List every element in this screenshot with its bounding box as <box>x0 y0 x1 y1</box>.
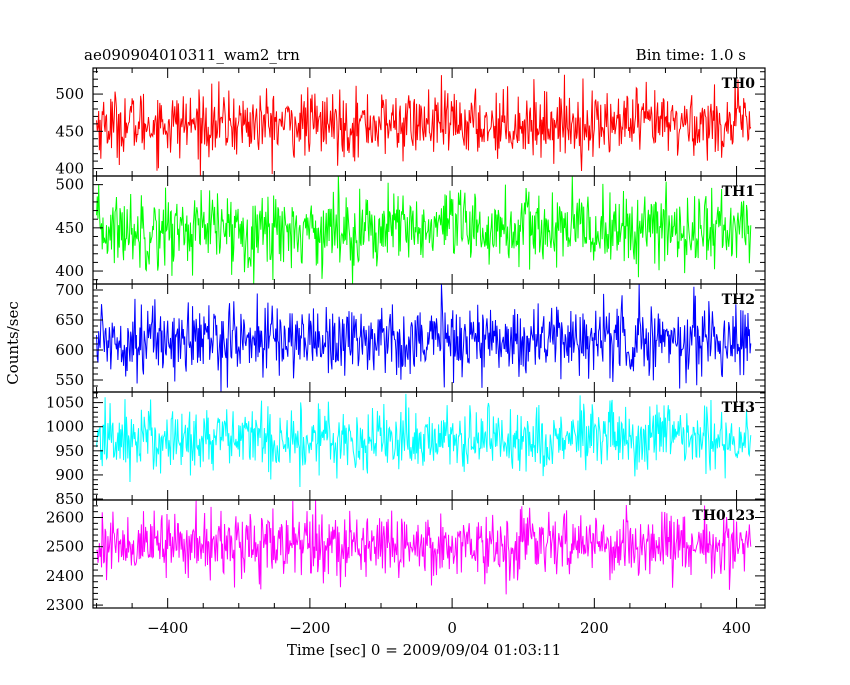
panel-th0: 400 450 500 TH0 <box>55 67 766 178</box>
panel-label-th1: TH1 <box>722 184 755 200</box>
y-tick-label: 400 <box>55 262 84 280</box>
y-axis-title: Counts/sec <box>4 301 22 385</box>
series-line-th2 <box>96 284 752 392</box>
y-tick-label: 500 <box>55 176 84 194</box>
y-tick-label: 450 <box>55 219 84 237</box>
y-tick-label: 2500 <box>46 538 84 556</box>
x-axis: −400 −200 0 200 400 <box>147 619 751 637</box>
x-tick-label: 0 <box>447 619 457 637</box>
y-tick-label: 450 <box>55 122 84 140</box>
chart-title: ae090904010311_wam2_trn <box>84 46 300 64</box>
y-tick-label: 400 <box>55 160 84 178</box>
series-line-th1 <box>96 176 752 284</box>
y-tick-label: 650 <box>55 311 84 329</box>
bin-time-label: Bin time: 1.0 s <box>636 46 746 64</box>
panel-label-th0123: TH0123 <box>692 508 755 524</box>
y-tick-label: 550 <box>55 371 84 389</box>
series-line-th0 <box>96 74 752 176</box>
x-tick-label: −400 <box>147 619 188 637</box>
y-tick-label: 1000 <box>46 418 84 436</box>
panels-group: 400 450 500 TH0 400 450 500 TH1 550 600 650 700 TH2 8… <box>46 67 766 614</box>
y-tick-label: 900 <box>55 466 84 484</box>
panel-label-th2: TH2 <box>722 292 755 308</box>
y-tick-label: 2300 <box>46 596 84 614</box>
panel-label-th0: TH0 <box>722 76 756 92</box>
y-tick-label: 2600 <box>46 509 84 527</box>
y-tick-label: 950 <box>55 442 84 460</box>
panel-th3: 850 900 950 1000 1050 TH3 <box>46 391 766 508</box>
y-tick-label: 700 <box>55 281 84 299</box>
x-tick-label: −200 <box>289 619 330 637</box>
x-tick-label: 400 <box>722 619 751 637</box>
y-tick-label: 2400 <box>46 567 84 585</box>
panel-th1: 400 450 500 TH1 <box>55 175 766 285</box>
y-tick-label: 1050 <box>46 394 84 412</box>
y-tick-label: 500 <box>55 85 84 103</box>
panel-th2: 550 600 650 700 TH2 <box>55 281 766 393</box>
panel-label-th3: TH3 <box>722 400 755 416</box>
panel-frame <box>92 499 766 609</box>
series-line-th3 <box>96 393 752 488</box>
y-tick-label: 600 <box>55 341 84 359</box>
x-tick-label: 200 <box>580 619 609 637</box>
x-axis-title: Time [sec] 0 = 2009/09/04 01:03:11 <box>287 641 561 659</box>
panel-th0123: 2300 2400 2500 2600 TH0123 <box>46 499 766 614</box>
y-tick-label: 850 <box>55 490 84 508</box>
series-line-th0123 <box>96 500 752 595</box>
